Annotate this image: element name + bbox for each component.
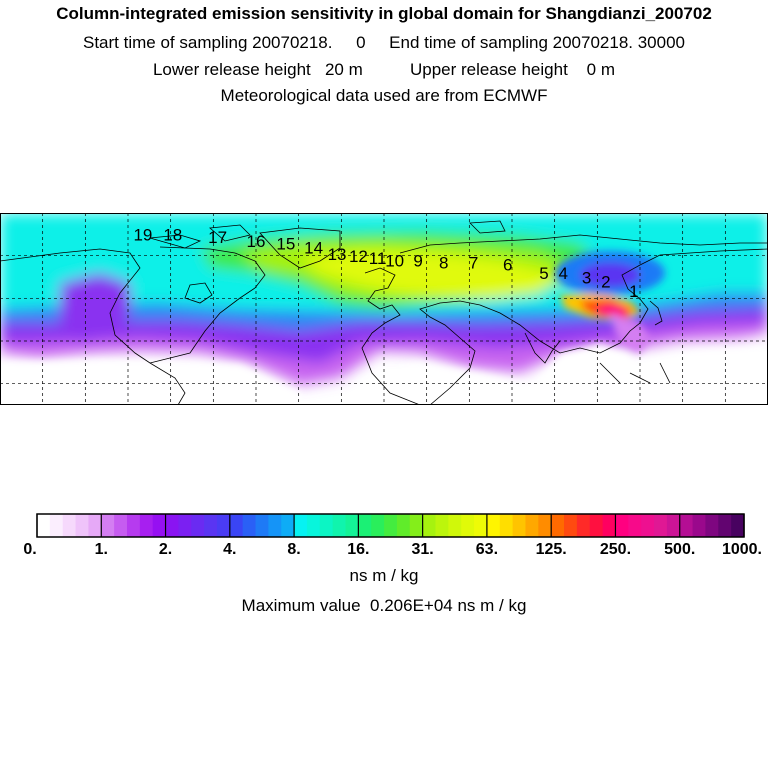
trajectory-label-4: 4 bbox=[558, 264, 567, 283]
trajectory-label-5: 5 bbox=[539, 264, 548, 283]
trajectory-label-12: 12 bbox=[349, 247, 368, 266]
colorbar-tick-label: 125. bbox=[536, 541, 567, 558]
trajectory-label-17: 17 bbox=[208, 228, 227, 247]
colorbar-swatch bbox=[88, 514, 102, 537]
colorbar-swatch bbox=[602, 514, 617, 537]
colorbar-swatch bbox=[49, 514, 64, 537]
colorbar-swatch bbox=[75, 514, 90, 537]
colorbar-swatch bbox=[126, 514, 141, 537]
colorbar-swatch bbox=[178, 514, 192, 537]
trajectory-label-10: 10 bbox=[385, 251, 404, 270]
colorbar-swatch bbox=[332, 514, 347, 537]
trajectory-label-11: 11 bbox=[369, 249, 387, 268]
colorbar-swatch bbox=[165, 514, 179, 537]
colorbar-tick-label: 31. bbox=[412, 541, 434, 558]
trajectory-label-18: 18 bbox=[163, 226, 182, 245]
colorbar-swatch bbox=[139, 514, 154, 537]
colorbar-swatch bbox=[628, 514, 642, 537]
colorbar-swatch bbox=[255, 514, 269, 537]
colorbar-swatch bbox=[409, 514, 424, 537]
colorbar-swatch bbox=[319, 514, 334, 537]
colorbar-swatch bbox=[576, 514, 591, 537]
colorbar-swatch bbox=[345, 514, 359, 537]
colorbar-swatch bbox=[384, 514, 398, 537]
colorbar-swatch bbox=[371, 514, 385, 537]
colorbar-swatch bbox=[422, 514, 437, 537]
trajectory-label-7: 7 bbox=[469, 253, 478, 272]
trajectory-label-8: 8 bbox=[439, 253, 448, 272]
colorbar-swatch bbox=[666, 514, 681, 537]
colorbar-tick-label: 8. bbox=[287, 541, 300, 558]
colorbar-tick-label: 250. bbox=[600, 541, 631, 558]
colorbar-swatch bbox=[101, 514, 115, 537]
trajectory-label-15: 15 bbox=[276, 234, 295, 253]
colorbar-swatch bbox=[306, 514, 321, 537]
colorbar-swatch bbox=[461, 514, 475, 537]
colorbar-tick-label: 63. bbox=[476, 541, 498, 558]
colorbar-swatch bbox=[692, 514, 707, 537]
colorbar-swatch bbox=[294, 514, 308, 537]
colorbar-swatch bbox=[191, 514, 205, 537]
colorbar-swatch bbox=[62, 514, 77, 537]
maximum-value: Maximum value 0.206E+04 ns m / kg bbox=[241, 596, 527, 615]
colorbar-swatch bbox=[474, 514, 488, 537]
colorbar-swatch bbox=[114, 514, 128, 537]
colorbar: 0. 1. 2. 4. 8. 16. 31. 63. 125. 250. 500. 1000. bbox=[23, 513, 762, 558]
colorbar-swatch bbox=[396, 514, 411, 537]
colorbar-tick-label: 1000. bbox=[722, 541, 762, 558]
colorbar-swatch bbox=[654, 514, 668, 537]
trajectory-label-3: 3 bbox=[582, 268, 591, 287]
sampling-time-line: Start time of sampling 20070218. 0 End t… bbox=[83, 33, 685, 52]
graticule bbox=[0, 213, 768, 405]
trajectory-label-9: 9 bbox=[413, 251, 422, 270]
colorbar-frame bbox=[36, 513, 745, 538]
trajectory-label-1: 1 bbox=[629, 282, 638, 301]
met-data-line: Meteorological data used are from ECMWF bbox=[220, 86, 548, 105]
colorbar-swatch bbox=[731, 514, 745, 537]
release-height-line: Lower release height 20 m Upper release … bbox=[152, 60, 616, 79]
colorbar-swatch bbox=[589, 514, 604, 537]
colorbar-swatch bbox=[525, 514, 539, 537]
colorbar-tick-label: 1. bbox=[95, 541, 108, 558]
trajectory-label-14: 14 bbox=[304, 239, 323, 258]
colorbar-swatch bbox=[615, 514, 629, 537]
colorbar-swatch bbox=[538, 514, 552, 537]
trajectory-label-6: 6 bbox=[503, 256, 512, 275]
trajectory-label-19: 19 bbox=[133, 226, 152, 245]
colorbar-swatch bbox=[281, 514, 295, 537]
colorbar-swatch bbox=[551, 514, 565, 537]
colorbar-swatch bbox=[358, 514, 372, 537]
colorbar-swatch bbox=[564, 514, 578, 537]
colorbar-swatch bbox=[435, 514, 449, 537]
colorbar-swatch bbox=[641, 514, 655, 537]
colorbar-tick-label: 0. bbox=[23, 541, 36, 558]
colorbar-swatch bbox=[486, 514, 501, 537]
colorbar-swatch bbox=[512, 514, 527, 537]
map-title: Column-integrated emission sensitivity i… bbox=[56, 4, 712, 23]
colorbar-swatch bbox=[448, 514, 462, 537]
colorbar-tick-label: 4. bbox=[223, 541, 236, 558]
colorbar-swatch bbox=[242, 514, 257, 537]
trajectory-label-13: 13 bbox=[328, 245, 347, 264]
colorbar-swatch bbox=[216, 514, 231, 537]
trajectory-label-16: 16 bbox=[247, 232, 266, 251]
colorbar-units: ns m / kg bbox=[349, 566, 419, 585]
colorbar-swatch bbox=[204, 514, 218, 537]
colorbar-swatch bbox=[679, 514, 694, 537]
colorbar-swatch bbox=[499, 514, 514, 537]
colorbar-tick-label: 16. bbox=[347, 541, 369, 558]
colorbar-tick-label: 500. bbox=[664, 541, 695, 558]
colorbar-swatch bbox=[705, 514, 719, 537]
colorbar-swatch bbox=[268, 514, 282, 537]
colorbar-swatch bbox=[718, 514, 732, 537]
colorbar-swatch bbox=[152, 514, 167, 537]
colorbar-swatch bbox=[37, 514, 51, 537]
colorbar-tick-label: 2. bbox=[159, 541, 172, 558]
colorbar-swatch bbox=[229, 514, 244, 537]
trajectory-label-2: 2 bbox=[601, 273, 610, 292]
